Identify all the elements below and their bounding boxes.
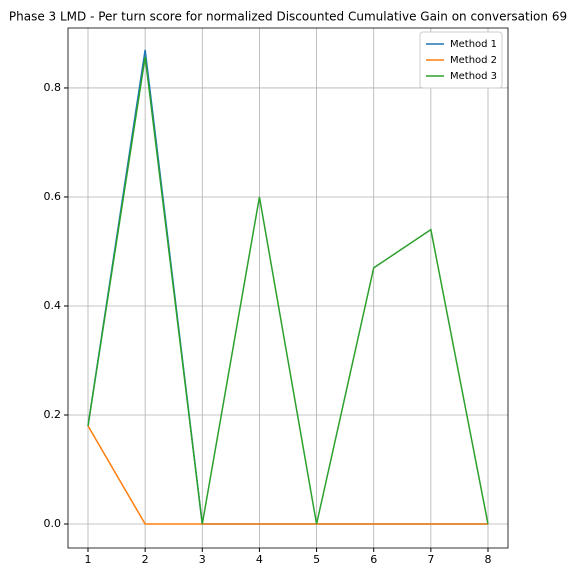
y-tick-label: 0.0 — [44, 517, 62, 530]
x-tick-label: 5 — [313, 553, 320, 566]
y-tick-label: 0.6 — [44, 190, 62, 203]
x-tick-label: 1 — [85, 553, 92, 566]
x-tick-label: 2 — [142, 553, 149, 566]
x-tick-label: 4 — [256, 553, 263, 566]
plot-frame — [67, 27, 509, 549]
legend: Method 1 Method 2 Method 3 — [419, 31, 503, 89]
legend-box — [419, 31, 503, 89]
legend-label: Method 1 — [450, 39, 497, 50]
y-tick-label: 0.4 — [44, 299, 62, 312]
chart-title: Phase 3 LMD - Per turn score for normali… — [9, 10, 567, 24]
series-line — [87, 49, 488, 525]
y-tick-label: 0.8 — [44, 81, 62, 94]
series-line — [87, 56, 489, 525]
y-tick-label: 0.2 — [44, 408, 62, 421]
x-tick-label: 7 — [427, 553, 434, 566]
legend-label: Method 3 — [450, 71, 497, 82]
legend-label: Method 2 — [450, 55, 497, 66]
series-line — [87, 425, 488, 525]
x-tick-label: 8 — [485, 553, 492, 566]
x-tick-label: 3 — [199, 553, 206, 566]
x-tick-label: 6 — [370, 553, 377, 566]
